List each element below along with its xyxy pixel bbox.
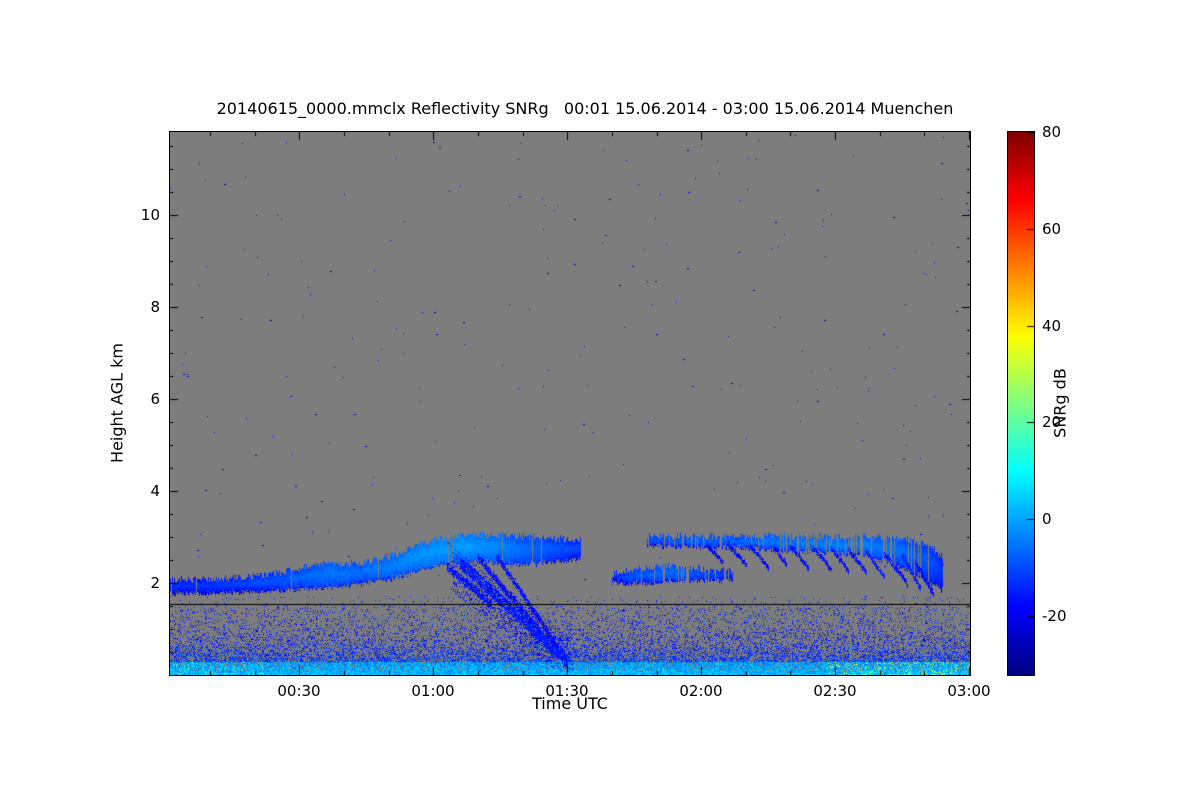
heatmap-canvas [169, 131, 971, 676]
y-tick-label: 6 [150, 389, 160, 408]
y-tick-label: 2 [150, 573, 160, 592]
x-tick-label: 01:30 [545, 682, 589, 700]
x-tick-label: 03:00 [947, 682, 991, 700]
colorbar-tick-label: 0 [1042, 510, 1052, 528]
colorbar-tick-label: 20 [1042, 413, 1062, 431]
colorbar-tick-label: 60 [1042, 220, 1062, 238]
colorbar-tick-label: -20 [1042, 607, 1067, 625]
colorbar-tick-label: 80 [1042, 123, 1062, 141]
y-tick-label: 8 [150, 297, 160, 316]
x-tick-label: 02:30 [813, 682, 857, 700]
x-tick-label: 02:00 [679, 682, 723, 700]
colorbar-tick-label: 40 [1042, 317, 1062, 335]
x-tick-label: 01:00 [411, 682, 455, 700]
colorbar-canvas [1007, 131, 1035, 676]
y-tick-label: 4 [150, 481, 160, 500]
x-axis-label: Time UTC [532, 694, 608, 713]
chart-title: 20140615_0000.mmclx Reflectivity SNRg 00… [216, 99, 954, 118]
y-tick-label: 10 [140, 205, 160, 224]
x-tick-label: 00:30 [277, 682, 321, 700]
